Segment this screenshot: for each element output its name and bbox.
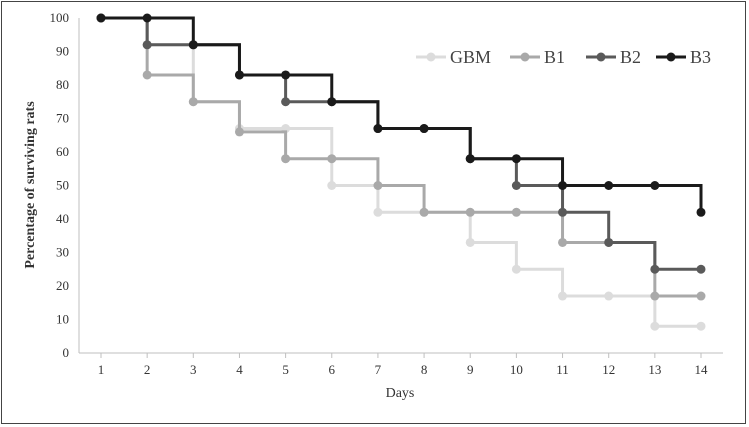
x-tick-label: 3	[190, 362, 197, 377]
data-point-b1	[142, 70, 152, 80]
data-point-b3	[696, 207, 706, 217]
x-tick-label: 4	[236, 362, 243, 377]
y-tick-label: 40	[56, 211, 69, 226]
data-point-b1	[188, 97, 198, 107]
data-point-gbm	[696, 321, 706, 331]
y-tick-label: 10	[56, 312, 69, 327]
series-gbm	[96, 13, 706, 331]
y-tick-label: 90	[56, 44, 69, 59]
legend-label-b2: B2	[620, 47, 641, 67]
legend-marker-gbm	[426, 52, 436, 62]
data-point-b3	[419, 124, 429, 134]
data-point-gbm	[327, 181, 337, 190]
data-point-gbm	[373, 207, 383, 217]
x-tick-label: 14	[695, 362, 709, 377]
legend-label-b3: B3	[690, 47, 711, 67]
data-point-b3	[281, 70, 291, 80]
y-tick-label: 60	[56, 144, 69, 159]
data-point-gbm	[465, 237, 475, 247]
x-tick-label: 6	[329, 362, 336, 377]
data-point-b3	[142, 13, 152, 23]
legend: GBM B1 B2 B3	[416, 47, 711, 67]
data-point-b3	[234, 70, 244, 80]
legend-item-gbm: GBM	[416, 47, 491, 67]
data-point-b3	[558, 181, 568, 190]
x-tick-label: 8	[421, 362, 428, 377]
series-b3	[96, 13, 706, 217]
x-tick-label: 11	[556, 362, 569, 377]
x-tick-label: 2	[144, 362, 151, 377]
y-tick-label: 20	[56, 278, 69, 293]
data-point-b3	[96, 13, 106, 23]
legend-item-b3: B3	[656, 47, 711, 67]
x-tick-label: 5	[282, 362, 289, 377]
data-point-b1	[419, 207, 429, 217]
x-tick-label: 10	[510, 362, 523, 377]
legend-item-b2: B2	[586, 47, 641, 67]
data-point-b1	[281, 154, 291, 164]
y-tick-label: 50	[56, 178, 69, 193]
legend-marker-b3	[666, 52, 676, 62]
data-point-b2	[511, 181, 521, 190]
data-point-b1	[696, 291, 706, 301]
data-point-b3	[604, 181, 614, 190]
legend-marker-b1	[520, 52, 530, 62]
y-tick-label: 70	[56, 111, 69, 126]
y-axis-title: Percentage of surviving rats	[23, 101, 38, 269]
data-point-b1	[650, 291, 660, 301]
data-point-b3	[373, 124, 383, 134]
data-point-b2	[281, 97, 291, 107]
series-b2	[96, 13, 706, 274]
data-point-b2	[650, 264, 660, 274]
data-point-b1	[465, 207, 475, 217]
data-point-b3	[188, 40, 198, 50]
data-point-b3	[650, 181, 660, 190]
series-line-b1	[101, 16, 701, 298]
legend-marker-b2	[596, 52, 606, 62]
data-point-gbm	[558, 291, 568, 301]
x-tick-label: 1	[98, 362, 105, 377]
data-point-b2	[696, 264, 706, 274]
y-tick-label: 30	[56, 245, 69, 260]
data-point-b1	[327, 154, 337, 164]
data-point-b1	[234, 127, 244, 137]
y-tick-label: 0	[63, 345, 70, 360]
data-point-gbm	[511, 264, 521, 274]
x-tick-label: 7	[375, 362, 382, 377]
data-point-b2	[558, 207, 568, 217]
data-point-gbm	[650, 321, 660, 331]
legend-label-gbm: GBM	[450, 47, 491, 67]
y-tick-label: 80	[56, 77, 69, 92]
series-line-gbm	[101, 16, 701, 328]
data-point-b1	[511, 207, 521, 217]
data-point-b3	[511, 154, 521, 164]
data-point-b3	[327, 97, 337, 107]
data-point-b3	[465, 154, 475, 164]
x-tick-label: 13	[648, 362, 661, 377]
x-axis-title: Days	[386, 386, 415, 401]
data-point-b1	[373, 181, 383, 190]
legend-label-b1: B1	[544, 47, 565, 67]
y-tick-label: 100	[50, 10, 70, 25]
data-point-b1	[558, 237, 568, 247]
x-tick-label: 12	[602, 362, 615, 377]
data-point-gbm	[604, 291, 614, 301]
legend-item-b1: B1	[510, 47, 565, 67]
data-point-b2	[604, 237, 614, 247]
series-layer	[96, 13, 706, 331]
x-tick-label: 9	[467, 362, 474, 377]
data-point-b2	[142, 40, 152, 50]
